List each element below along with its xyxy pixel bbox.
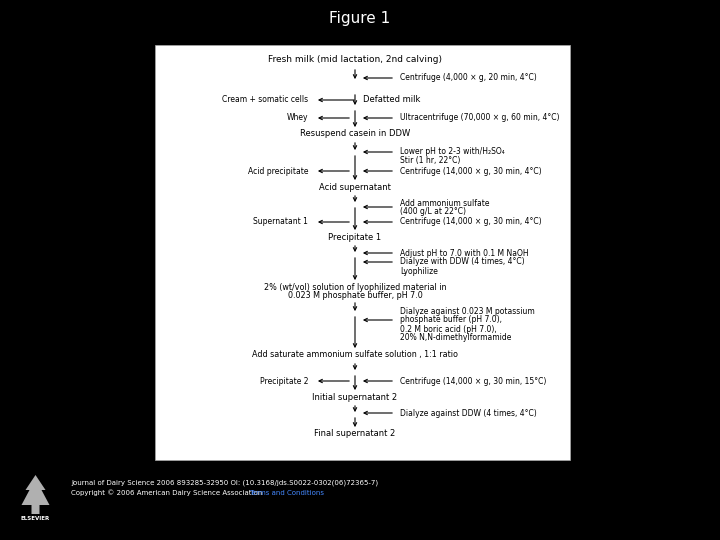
Text: Precipitate 2: Precipitate 2 bbox=[259, 376, 308, 386]
Text: 0.023 M phosphate buffer, pH 7.0: 0.023 M phosphate buffer, pH 7.0 bbox=[287, 291, 423, 300]
Text: Journal of Dairy Science 2006 893285-32950 OI: (10.3168/jds.S0022-0302(06)72365-: Journal of Dairy Science 2006 893285-329… bbox=[71, 480, 378, 486]
Text: Centrifuge (14,000 × g, 30 min, 4°C): Centrifuge (14,000 × g, 30 min, 4°C) bbox=[400, 218, 541, 226]
Text: Whey: Whey bbox=[287, 113, 308, 123]
Text: Dialyze against DDW (4 times, 4°C): Dialyze against DDW (4 times, 4°C) bbox=[400, 408, 536, 417]
Text: Supernatant 1: Supernatant 1 bbox=[253, 218, 308, 226]
Text: Centrifuge (14,000 × g, 30 min, 15°C): Centrifuge (14,000 × g, 30 min, 15°C) bbox=[400, 376, 546, 386]
Text: 0.2 M boric acid (pH 7.0),: 0.2 M boric acid (pH 7.0), bbox=[400, 325, 497, 334]
Text: Initial supernatant 2: Initial supernatant 2 bbox=[312, 393, 397, 402]
Text: Figure 1: Figure 1 bbox=[329, 10, 391, 25]
Text: Resuspend casein in DDW: Resuspend casein in DDW bbox=[300, 130, 410, 138]
Text: Copyright © 2006 American Dairy Science Association: Copyright © 2006 American Dairy Science … bbox=[71, 490, 264, 496]
Text: 20% N,N-dimethylformamide: 20% N,N-dimethylformamide bbox=[400, 334, 511, 342]
Text: ELSEVIER: ELSEVIER bbox=[21, 516, 50, 522]
Text: Final supernatant 2: Final supernatant 2 bbox=[315, 429, 395, 437]
Text: Dialyze against 0.023 M potassium: Dialyze against 0.023 M potassium bbox=[400, 307, 535, 315]
Text: Acid supernatant: Acid supernatant bbox=[319, 183, 391, 192]
Text: Terms and Conditions: Terms and Conditions bbox=[249, 490, 324, 496]
Text: Defatted milk: Defatted milk bbox=[363, 96, 420, 105]
Text: phosphate buffer (pH 7.0),: phosphate buffer (pH 7.0), bbox=[400, 315, 502, 325]
Bar bbox=[8, 470, 63, 525]
Text: Adjust pH to 7.0 with 0.1 M NaOH: Adjust pH to 7.0 with 0.1 M NaOH bbox=[400, 248, 528, 258]
Text: Dialyze with DDW (4 times, 4°C): Dialyze with DDW (4 times, 4°C) bbox=[400, 258, 525, 267]
Text: Add saturate ammonium sulfate solution , 1:1 ratio: Add saturate ammonium sulfate solution ,… bbox=[252, 350, 458, 360]
Bar bbox=[155, 45, 570, 460]
Text: Ultracentrifuge (70,000 × g, 60 min, 4°C): Ultracentrifuge (70,000 × g, 60 min, 4°C… bbox=[400, 113, 559, 123]
Text: Add ammonium sulfate: Add ammonium sulfate bbox=[400, 199, 490, 207]
Text: Cream + somatic cells: Cream + somatic cells bbox=[222, 96, 308, 105]
Text: 2% (wt/vol) solution of lyophilized material in: 2% (wt/vol) solution of lyophilized mate… bbox=[264, 282, 446, 292]
Text: Acid precipitate: Acid precipitate bbox=[248, 166, 308, 176]
Text: Stir (1 hr, 22°C): Stir (1 hr, 22°C) bbox=[400, 157, 460, 165]
Text: Centrifuge (14,000 × g, 30 min, 4°C): Centrifuge (14,000 × g, 30 min, 4°C) bbox=[400, 166, 541, 176]
Text: Fresh milk (mid lactation, 2nd calving): Fresh milk (mid lactation, 2nd calving) bbox=[268, 56, 442, 64]
Text: Lower pH to 2-3 with/H₂SO₄: Lower pH to 2-3 with/H₂SO₄ bbox=[400, 147, 505, 157]
Polygon shape bbox=[22, 475, 50, 514]
Text: Precipitate 1: Precipitate 1 bbox=[328, 233, 382, 241]
Text: Lyophilize: Lyophilize bbox=[400, 267, 438, 275]
Text: (400 g/L at 22°C): (400 g/L at 22°C) bbox=[400, 207, 466, 217]
Text: Centrifuge (4,000 × g, 20 min, 4°C): Centrifuge (4,000 × g, 20 min, 4°C) bbox=[400, 73, 536, 83]
